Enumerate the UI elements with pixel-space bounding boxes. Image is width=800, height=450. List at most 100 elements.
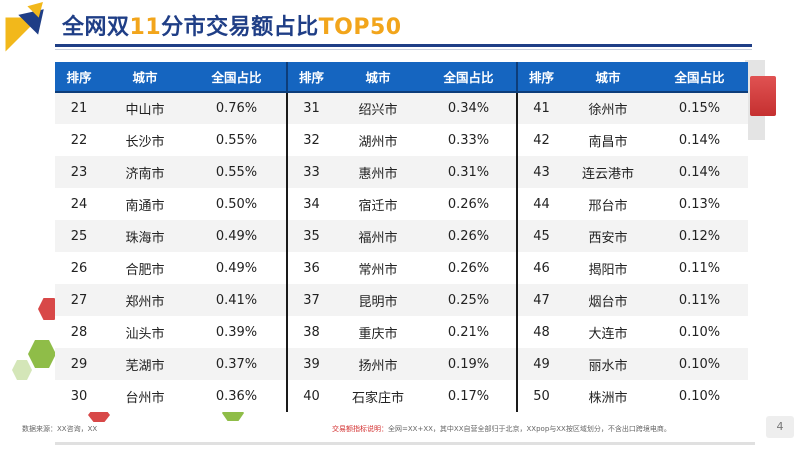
- cell-share: 0.33%: [421, 124, 517, 156]
- table-row: 28 汕头市 0.39% 38 重庆市 0.21% 48 大连市 0.10%: [55, 316, 748, 348]
- footer-divider: [55, 442, 755, 445]
- col-header-city: 城市: [103, 62, 187, 93]
- cell-share: 0.36%: [187, 380, 287, 412]
- cell-share: 0.11%: [651, 252, 748, 284]
- cell-rank: 31: [286, 92, 335, 124]
- cell-share: 0.50%: [187, 188, 287, 220]
- cell-share: 0.19%: [421, 348, 517, 380]
- cell-share: 0.14%: [651, 156, 748, 188]
- col-header-share: 全国占比: [187, 62, 287, 93]
- cell-city: 连云港市: [565, 156, 651, 188]
- cell-share: 0.21%: [421, 316, 517, 348]
- cell-city: 常州市: [335, 252, 421, 284]
- cell-share: 0.41%: [187, 284, 287, 316]
- cell-rank: 34: [286, 188, 335, 220]
- cell-city: 石家庄市: [335, 380, 421, 412]
- cell-city: 西安市: [565, 220, 651, 252]
- cell-city: 芜湖市: [103, 348, 187, 380]
- cell-rank: 40: [286, 380, 335, 412]
- title-divider-thin: [55, 49, 752, 50]
- col-header-rank: 排序: [286, 62, 335, 93]
- cell-rank: 24: [55, 188, 103, 220]
- cell-city: 昆明市: [335, 284, 421, 316]
- cell-rank: 42: [516, 124, 565, 156]
- cell-city: 烟台市: [565, 284, 651, 316]
- cell-city: 绍兴市: [335, 92, 421, 124]
- cell-rank: 30: [55, 380, 103, 412]
- cell-rank: 29: [55, 348, 103, 380]
- cell-city: 揭阳市: [565, 252, 651, 284]
- table-row: 26 合肥市 0.49% 36 常州市 0.26% 46 揭阳市 0.11%: [55, 252, 748, 284]
- cell-city: 扬州市: [335, 348, 421, 380]
- cell-city: 惠州市: [335, 156, 421, 188]
- cell-share: 0.76%: [187, 92, 287, 124]
- table-row: 29 芜湖市 0.37% 39 扬州市 0.19% 49 丽水市 0.10%: [55, 348, 748, 380]
- cell-city: 汕头市: [103, 316, 187, 348]
- cell-city: 珠海市: [103, 220, 187, 252]
- cell-city: 宿迁市: [335, 188, 421, 220]
- cell-rank: 37: [286, 284, 335, 316]
- cell-rank: 22: [55, 124, 103, 156]
- cell-city: 南通市: [103, 188, 187, 220]
- metric-note: 交易额指标说明：全网=XX+XX，其中XX自营全部归于北京，XXpop与XX按区…: [332, 424, 671, 434]
- cell-rank: 38: [286, 316, 335, 348]
- cell-share: 0.37%: [187, 348, 287, 380]
- cell-rank: 41: [516, 92, 565, 124]
- cell-share: 0.25%: [421, 284, 517, 316]
- col-header-share: 全国占比: [651, 62, 748, 93]
- table-header-row: 排序 城市 全国占比 排序 城市 全国占比 排序 城市 全国占比: [55, 62, 748, 93]
- cell-city: 郑州市: [103, 284, 187, 316]
- col-header-rank: 排序: [516, 62, 565, 93]
- table-row: 24 南通市 0.50% 34 宿迁市 0.26% 44 邢台市 0.13%: [55, 188, 748, 220]
- cell-rank: 27: [55, 284, 103, 316]
- cell-city: 台州市: [103, 380, 187, 412]
- page-number: 4: [766, 416, 794, 438]
- cell-city: 大连市: [565, 316, 651, 348]
- cell-city: 徐州市: [565, 92, 651, 124]
- cell-rank: 21: [55, 92, 103, 124]
- metric-note-text: 全网=XX+XX，其中XX自营全部归于北京，XXpop与XX按区域划分，不含出口…: [388, 425, 671, 433]
- table-row: 25 珠海市 0.49% 35 福州市 0.26% 45 西安市 0.12%: [55, 220, 748, 252]
- city-share-table: 排序 城市 全国占比 排序 城市 全国占比 排序 城市 全国占比 21 中山市 0.…: [55, 62, 748, 412]
- cell-share: 0.12%: [651, 220, 748, 252]
- cell-share: 0.55%: [187, 124, 287, 156]
- decor-hexagon-red: [38, 298, 60, 320]
- cell-city: 邢台市: [565, 188, 651, 220]
- cell-rank: 46: [516, 252, 565, 284]
- cell-share: 0.13%: [651, 188, 748, 220]
- cell-rank: 23: [55, 156, 103, 188]
- table-row: 30 台州市 0.36% 40 石家庄市 0.17% 50 株洲市 0.10%: [55, 380, 748, 412]
- cell-rank: 28: [55, 316, 103, 348]
- table-row: 23 济南市 0.55% 33 惠州市 0.31% 43 连云港市 0.14%: [55, 156, 748, 188]
- cell-rank: 45: [516, 220, 565, 252]
- cell-share: 0.10%: [651, 316, 748, 348]
- metric-note-label: 交易额指标说明：: [332, 425, 388, 433]
- cell-rank: 47: [516, 284, 565, 316]
- cell-share: 0.10%: [651, 380, 748, 412]
- cell-rank: 48: [516, 316, 565, 348]
- cell-city: 丽水市: [565, 348, 651, 380]
- cell-share: 0.15%: [651, 92, 748, 124]
- cell-rank: 43: [516, 156, 565, 188]
- cell-city: 福州市: [335, 220, 421, 252]
- table-row: 27 郑州市 0.41% 37 昆明市 0.25% 47 烟台市 0.11%: [55, 284, 748, 316]
- cell-rank: 32: [286, 124, 335, 156]
- page-title: 全网双11分市交易额占比TOP50: [62, 15, 402, 40]
- cell-rank: 33: [286, 156, 335, 188]
- cell-share: 0.11%: [651, 284, 748, 316]
- cell-share: 0.39%: [187, 316, 287, 348]
- cell-rank: 35: [286, 220, 335, 252]
- col-header-city: 城市: [565, 62, 651, 93]
- cell-rank: 49: [516, 348, 565, 380]
- decor-hexagon-green: [28, 340, 56, 368]
- cell-share: 0.49%: [187, 220, 287, 252]
- cell-city: 济南市: [103, 156, 187, 188]
- cell-share: 0.14%: [651, 124, 748, 156]
- decor-red-block: [750, 76, 776, 116]
- cell-city: 湖州市: [335, 124, 421, 156]
- cell-rank: 36: [286, 252, 335, 284]
- cell-share: 0.10%: [651, 348, 748, 380]
- col-header-rank: 排序: [55, 62, 103, 93]
- cell-rank: 44: [516, 188, 565, 220]
- table-row: 22 长沙市 0.55% 32 湖州市 0.33% 42 南昌市 0.14%: [55, 124, 748, 156]
